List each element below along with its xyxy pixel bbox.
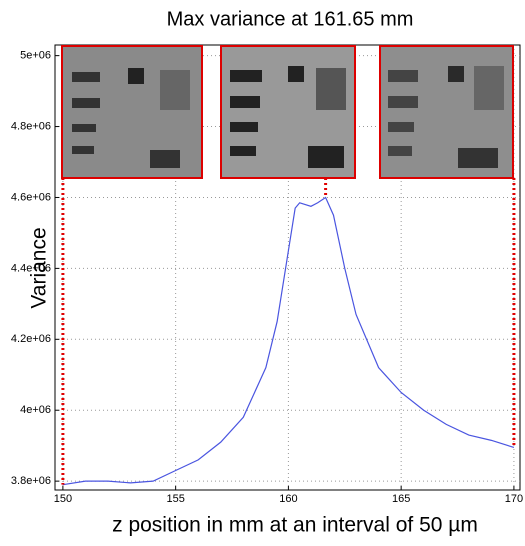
data-line	[62, 196, 515, 486]
y-axis-label: Variance	[28, 227, 51, 308]
chart-title: Max variance at 161.65 mm	[167, 8, 414, 30]
x-tick-label: 160	[279, 493, 297, 505]
y-tick-label: 4.2e+06	[11, 333, 51, 345]
x-tick-label: 150	[54, 493, 72, 505]
y-tick-label: 4e+06	[20, 404, 51, 416]
x-tick-label: 165	[392, 493, 410, 505]
y-tick-label: 4.6e+06	[11, 191, 51, 203]
insets	[61, 45, 514, 179]
inset-image	[220, 45, 356, 179]
inset-image	[61, 45, 203, 179]
y-tick-label: 3.8e+06	[11, 475, 51, 487]
inset-image	[379, 45, 514, 179]
x-axis-label: z position in mm at an interval of 50 µm	[112, 514, 478, 537]
y-tick-label: 4.4e+06	[11, 262, 51, 274]
y-tick-label: 5e+06	[20, 50, 51, 62]
x-tick-label: 170	[505, 493, 523, 505]
y-tick-label: 4.8e+06	[11, 120, 51, 132]
x-tick-label: 155	[166, 493, 184, 505]
